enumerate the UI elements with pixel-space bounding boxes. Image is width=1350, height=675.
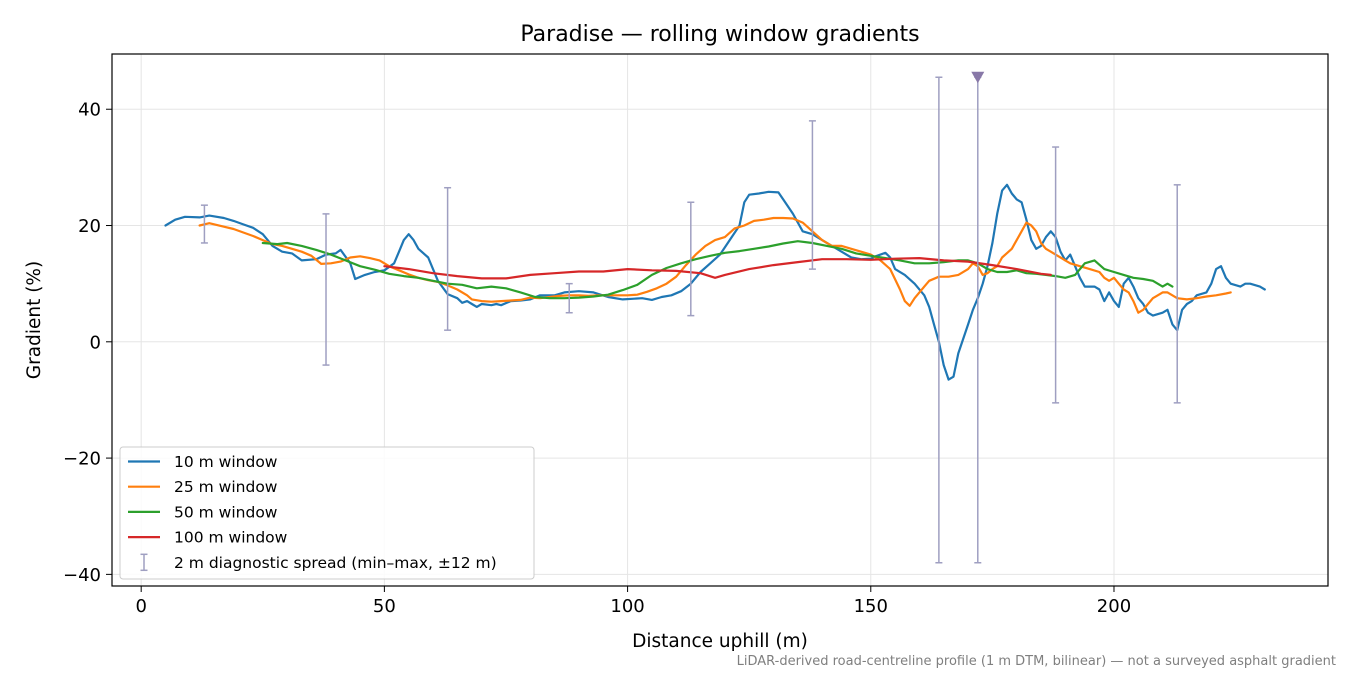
marker-triangle-down bbox=[971, 71, 985, 84]
marker-layer bbox=[971, 71, 985, 84]
errorbar bbox=[322, 213, 330, 366]
footnote: LiDAR-derived road-centreline profile (1… bbox=[737, 654, 1336, 669]
errorbar bbox=[687, 201, 695, 317]
series-line-100-m-window bbox=[383, 257, 1052, 280]
errorbar bbox=[565, 282, 573, 314]
errorbar bbox=[935, 76, 943, 564]
y-tick-label: −40 bbox=[63, 565, 101, 586]
errorbar bbox=[1052, 146, 1060, 404]
legend-label: 2 m diagnostic spread (min–max, ±12 m) bbox=[174, 554, 497, 572]
y-tick-label: 0 bbox=[90, 332, 101, 353]
legend-label: 50 m window bbox=[174, 503, 278, 521]
errorbar bbox=[200, 204, 208, 244]
x-tick-label: 100 bbox=[610, 596, 644, 617]
y-tick-label: 20 bbox=[78, 216, 101, 237]
legend-label: 100 m window bbox=[174, 529, 288, 547]
x-tick-label: 150 bbox=[854, 596, 888, 617]
series-layer bbox=[164, 183, 1266, 381]
errorbar bbox=[1173, 184, 1181, 404]
x-axis-label: Distance uphill (m) bbox=[632, 631, 808, 652]
legend: 10 m window 25 m window 50 m window 100 m w… bbox=[119, 446, 535, 580]
ticks: 0 50 100 150 200 −40 −20 0 20 40 bbox=[63, 100, 1131, 617]
legend-swatch-errorbar bbox=[140, 553, 148, 572]
series-line-50-m-window bbox=[261, 240, 1174, 300]
errorbar-layer bbox=[200, 76, 1181, 564]
series-line-25-m-window bbox=[198, 216, 1232, 314]
errorbar bbox=[444, 186, 452, 331]
errorbar bbox=[808, 120, 816, 270]
legend-label: 25 m window bbox=[174, 478, 278, 496]
x-tick-label: 0 bbox=[135, 596, 146, 617]
y-tick-label: 40 bbox=[78, 100, 101, 121]
grid bbox=[112, 54, 1328, 586]
y-tick-label: −20 bbox=[63, 449, 101, 470]
x-tick-label: 200 bbox=[1097, 596, 1131, 617]
y-axis-label: Gradient (%) bbox=[24, 261, 45, 379]
legend-box bbox=[119, 446, 535, 580]
chart-title: Paradise — rolling window gradients bbox=[520, 22, 919, 47]
legend-label: 10 m window bbox=[174, 453, 278, 471]
x-tick-label: 50 bbox=[373, 596, 396, 617]
plot-frame bbox=[111, 53, 1329, 587]
